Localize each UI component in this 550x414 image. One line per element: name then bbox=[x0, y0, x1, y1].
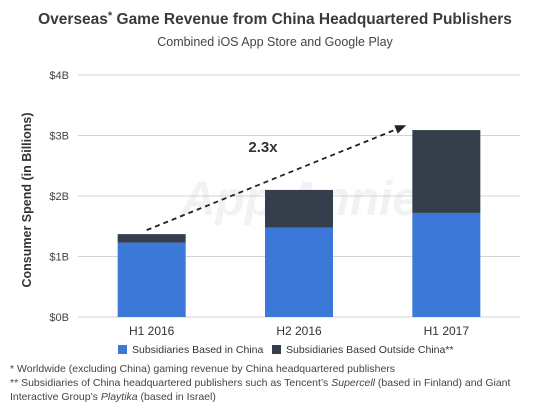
bar-outside bbox=[265, 189, 333, 228]
footnote-2-b: Supercell bbox=[331, 377, 376, 389]
y-tick-label: $1B bbox=[49, 252, 69, 264]
legend-label-china: Subsidiaries Based in China bbox=[132, 344, 263, 356]
y-axis-label: Consumer Spend (in Billions) bbox=[20, 112, 34, 287]
chart-subtitle: Combined iOS App Store and Google Play bbox=[157, 35, 393, 49]
legend-label-outside: Subsidiaries Based Outside China** bbox=[286, 344, 454, 356]
chart-title-main: Overseas bbox=[38, 11, 108, 28]
footnote-3-c: (based in Israel) bbox=[137, 391, 216, 403]
bar-china bbox=[117, 242, 186, 317]
y-tick-label: $0B bbox=[49, 312, 69, 324]
y-tick-label: $3B bbox=[49, 131, 69, 143]
bar-outside bbox=[412, 130, 481, 213]
y-tick-label: $2B bbox=[49, 191, 69, 203]
footnote-3-a: Interactive Group’s bbox=[10, 391, 101, 403]
bar-china bbox=[412, 212, 481, 317]
y-tick-label: $4B bbox=[49, 70, 69, 82]
legend-swatch-outside bbox=[272, 345, 281, 354]
footnote-2-a: ** Subsidiaries of China headquartered p… bbox=[10, 377, 332, 389]
growth-arrow-head bbox=[394, 125, 407, 134]
x-tick-label: H1 2016 bbox=[129, 324, 175, 338]
bar-outside bbox=[117, 234, 186, 243]
growth-arrow-line bbox=[146, 125, 405, 231]
chart-title: Overseas* Game Revenue from China Headqu… bbox=[38, 10, 512, 28]
bar-china bbox=[265, 227, 333, 317]
chart-title-rest: Game Revenue from China Headquartered Pu… bbox=[112, 11, 512, 28]
footnote-2-c: (based in Finland) and Giant bbox=[375, 377, 511, 389]
x-tick-label: H2 2016 bbox=[276, 324, 322, 338]
chart-svg: Overseas* Game Revenue from China Headqu… bbox=[20, 10, 520, 356]
footnote-2: ** Subsidiaries of China headquartered p… bbox=[10, 376, 545, 390]
footnote-3-b: Playtika bbox=[100, 391, 138, 403]
chart-title-mark: * bbox=[108, 10, 113, 22]
footnotes: * Worldwide (excluding China) gaming rev… bbox=[10, 362, 545, 404]
footnote-1: * Worldwide (excluding China) gaming rev… bbox=[10, 363, 396, 375]
legend-swatch-china bbox=[118, 345, 127, 354]
x-tick-label: H1 2017 bbox=[424, 324, 470, 338]
growth-annotation: 2.3x bbox=[248, 139, 278, 156]
footnote-3: Interactive Group’s Playtika (based in I… bbox=[10, 390, 545, 404]
